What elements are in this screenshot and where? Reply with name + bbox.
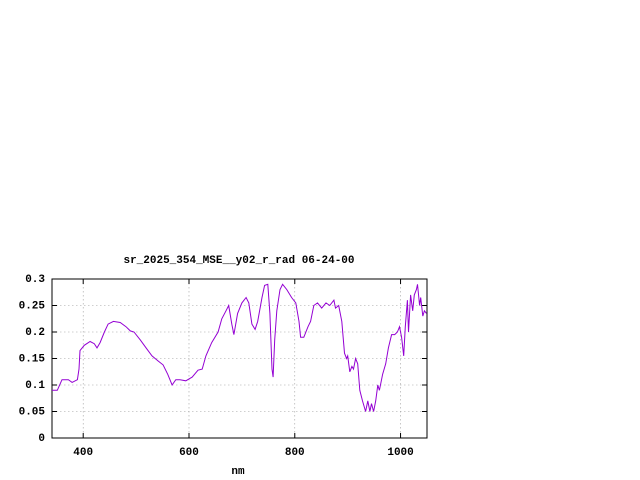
x-tick-label: 600	[179, 447, 199, 459]
x-tick-label: 800	[285, 447, 305, 459]
y-tick-label: 0.1	[25, 380, 45, 392]
y-tick-label: 0	[38, 433, 45, 445]
y-tick-label: 0.2	[25, 327, 45, 339]
x-axis-label: nm	[231, 466, 245, 478]
y-tick-label: 0.25	[19, 300, 46, 312]
y-tick-label: 0.3	[25, 274, 45, 286]
y-tick-label: 0.15	[19, 353, 46, 365]
y-tick-label: 0.05	[19, 406, 46, 418]
x-tick-label: 1000	[387, 447, 413, 459]
x-tick-label: 400	[73, 447, 93, 459]
data-line	[52, 283, 427, 412]
chart-title: sr_2025_354_MSE__y02_r_rad 06-24-00	[123, 255, 354, 267]
plot-frame	[51, 278, 428, 439]
